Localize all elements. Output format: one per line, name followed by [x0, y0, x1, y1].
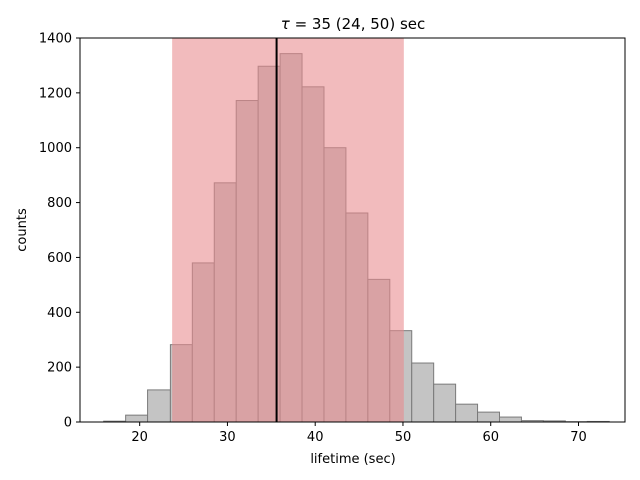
chart-title: τ = 35 (24, 50) sec: [281, 15, 425, 33]
histogram-bar: [499, 416, 522, 423]
x-tick-label: 70: [570, 430, 587, 445]
x-tick-label: 50: [395, 430, 412, 445]
histogram-bar: [411, 362, 435, 423]
credible-interval-band: [172, 38, 404, 422]
y-axis-ticks: 0 200 400 600 800 1000 1200 1400: [39, 32, 80, 431]
y-tick-label: 1200: [39, 86, 72, 101]
y-tick-label: 1400: [39, 32, 72, 47]
histogram-bar: [477, 411, 501, 423]
y-tick-label: 1000: [39, 141, 72, 156]
y-tick-label: 400: [47, 306, 72, 321]
histogram-bar: [455, 403, 479, 423]
title-tau-symbol: τ: [281, 15, 291, 33]
y-tick-label: 0: [64, 416, 72, 431]
title-text: = 35 (24, 50) sec: [290, 15, 425, 33]
histogram-bar: [433, 383, 457, 423]
x-tick-label: 20: [131, 430, 148, 445]
y-tick-label: 200: [47, 361, 72, 376]
plot-frame: [79, 37, 626, 423]
histogram-bar: [125, 414, 149, 423]
y-axis-label: counts: [15, 208, 30, 252]
x-axis-label: lifetime (sec): [310, 452, 395, 467]
y-tick-label: 600: [47, 251, 72, 266]
x-tick-label: 30: [219, 430, 236, 445]
x-tick-label: 60: [482, 430, 499, 445]
y-tick-label: 800: [47, 196, 72, 211]
x-axis-ticks: 20 30 40 50 60 70: [131, 422, 587, 445]
x-tick-label: 40: [307, 430, 324, 445]
histogram-bar: [147, 389, 171, 423]
